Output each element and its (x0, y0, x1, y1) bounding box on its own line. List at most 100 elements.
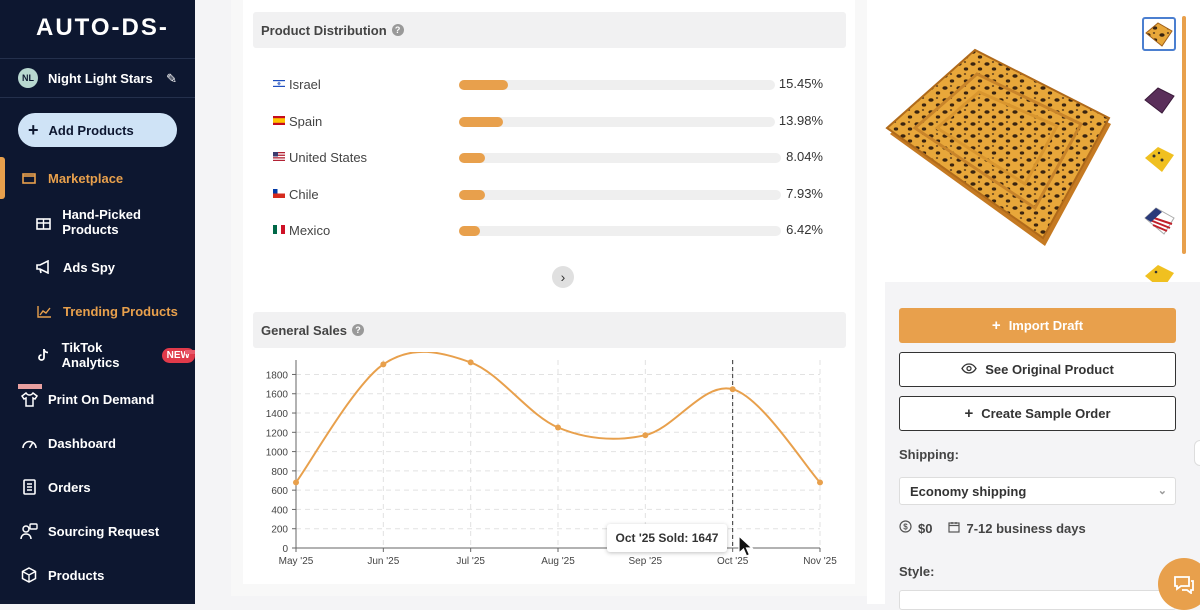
style-select[interactable] (899, 590, 1176, 610)
distribution-bar (459, 226, 781, 236)
chevron-down-icon: ⌄ (1157, 485, 1167, 497)
see-original-product-button[interactable]: See Original Product (899, 352, 1176, 387)
next-page-button[interactable]: › (552, 266, 574, 288)
country-percent: 8.04% (786, 149, 823, 164)
thumbnail-2[interactable] (1142, 82, 1176, 116)
distribution-row: Chile 7.93% (273, 185, 829, 205)
y-tick-label: 600 (271, 486, 288, 497)
sidebar-item-dashboard[interactable]: Dashboard (0, 431, 195, 455)
sidebar-item-label: Print On Demand (48, 391, 155, 407)
thumbnail-3[interactable] (1142, 142, 1176, 176)
dollar-icon: $ (899, 520, 912, 536)
us-flag-icon (273, 152, 285, 161)
user-row[interactable]: NL Night Light Stars ✎ (0, 58, 195, 98)
data-point (729, 386, 736, 393)
country-percent: 15.45% (778, 76, 823, 91)
box-icon (20, 566, 38, 584)
trending-icon (35, 302, 53, 320)
thumbnail-4[interactable] (1142, 204, 1176, 238)
side-handle[interactable] (1194, 440, 1200, 466)
thumbnail-image (1145, 22, 1173, 47)
button-label: Create Sample Order (981, 406, 1111, 421)
thumbnail-image (1144, 87, 1175, 114)
sales-line-chart[interactable]: 0 200 400 600 800 1000 1200 1400 1600 1800 May '25… (253, 352, 846, 576)
sidebar-item-label: Marketplace (48, 170, 124, 186)
shipping-method-select[interactable]: Economy shipping ⌄ (899, 477, 1176, 505)
sidebar-item-ads-spy[interactable]: Ads Spy (0, 255, 195, 279)
thumbnail-scrollbar[interactable] (1182, 16, 1186, 254)
country-name: Spain (289, 114, 323, 129)
button-label: Import Draft (1008, 318, 1084, 333)
country-percent: 13.98% (778, 113, 823, 128)
pod-marker (18, 384, 42, 389)
distribution-row: Spain 13.98% (273, 112, 829, 132)
product-image[interactable] (885, 36, 1113, 248)
tiktok-icon (35, 346, 52, 364)
badge-tail (185, 350, 195, 354)
y-tick-label: 1800 (266, 370, 289, 381)
orders-icon (20, 478, 38, 496)
x-tick-label: Sep '25 (629, 556, 663, 567)
sidebar-item-hand-picked[interactable]: Hand-Picked Products (0, 207, 195, 237)
sourcing-icon (20, 522, 38, 540)
sidebar-item-label: Trending Products (63, 303, 178, 319)
distribution-row: United States 8.04% (273, 148, 829, 168)
y-tick-label: 1400 (266, 409, 289, 420)
y-tick-label: 800 (271, 467, 288, 478)
x-tick-label: Jul '25 (456, 556, 485, 567)
y-tick-label: 200 (271, 525, 288, 536)
country-name: Mexico (289, 223, 331, 238)
thumbnail-1[interactable] (1142, 17, 1176, 51)
help-icon[interactable]: ? (352, 324, 364, 336)
country-percent: 7.93% (786, 186, 823, 201)
create-sample-order-button[interactable]: + Create Sample Order (899, 396, 1176, 431)
tooltip-text: Oct '25 Sold: 1647 (615, 531, 719, 545)
calendar-icon (948, 521, 961, 536)
edit-icon[interactable]: ✎ (166, 71, 177, 86)
help-icon[interactable]: ? (391, 24, 404, 36)
sidebar-item-sourcing-request[interactable]: Sourcing Request (0, 519, 195, 543)
eye-icon (961, 361, 977, 378)
analytics-card (243, 0, 855, 584)
style-label: Style: (899, 564, 935, 579)
import-draft-button[interactable]: + Import Draft (899, 308, 1176, 343)
sidebar-item-print-on-demand[interactable]: Print On Demand (0, 387, 195, 411)
x-tick-label: Aug '25 (541, 556, 575, 567)
shirt-icon (20, 390, 38, 408)
data-point (467, 359, 474, 366)
thumbnail-5[interactable] (1142, 262, 1176, 282)
y-tick-label: 1600 (266, 390, 289, 401)
chat-button[interactable] (1158, 558, 1200, 610)
add-products-button[interactable]: + Add Products (18, 113, 177, 147)
sidebar-item-trending-products[interactable]: Trending Products (0, 299, 195, 323)
section-title: Product Distribution (261, 22, 387, 38)
data-point (555, 424, 561, 431)
sidebar-item-label: Ads Spy (63, 259, 116, 275)
distribution-row: Mexico 6.42% (273, 221, 829, 241)
country-name: Israel (289, 77, 321, 92)
sidebar-item-tiktok-analytics[interactable]: TikTok Analytics NEW (0, 340, 195, 370)
svg-text:$: $ (903, 523, 908, 532)
chart-tooltip: Oct '25 Sold: 1647 (607, 524, 727, 552)
x-tick-label: Jun '25 (367, 556, 399, 567)
y-tick-label: 400 (271, 505, 288, 516)
y-tick-label: 1200 (266, 428, 289, 439)
section-title: General Sales (261, 322, 347, 338)
sidebar-item-orders[interactable]: Orders (0, 475, 195, 499)
sidebar-item-label: TikTok Analytics (61, 340, 120, 370)
sidebar-item-label: Hand-Picked Products (62, 207, 141, 237)
sidebar: AUTO-DS- NL Night Light Stars ✎ + Add Pr… (0, 0, 195, 604)
chevron-right-icon: › (560, 269, 566, 285)
distribution-bar (459, 80, 775, 90)
chile-flag-icon (273, 189, 285, 198)
distribution-bar (459, 153, 781, 163)
active-indicator (0, 157, 5, 199)
plus-icon: + (964, 405, 974, 422)
logo[interactable]: AUTO-DS- (36, 14, 169, 41)
thumbnail-image (1145, 265, 1174, 282)
distribution-bar-fill (459, 117, 504, 127)
data-point (293, 479, 299, 486)
sidebar-item-marketplace[interactable]: Marketplace (0, 166, 195, 190)
sidebar-item-products[interactable]: Products (0, 563, 195, 587)
user-name: Night Light Stars (48, 70, 153, 86)
